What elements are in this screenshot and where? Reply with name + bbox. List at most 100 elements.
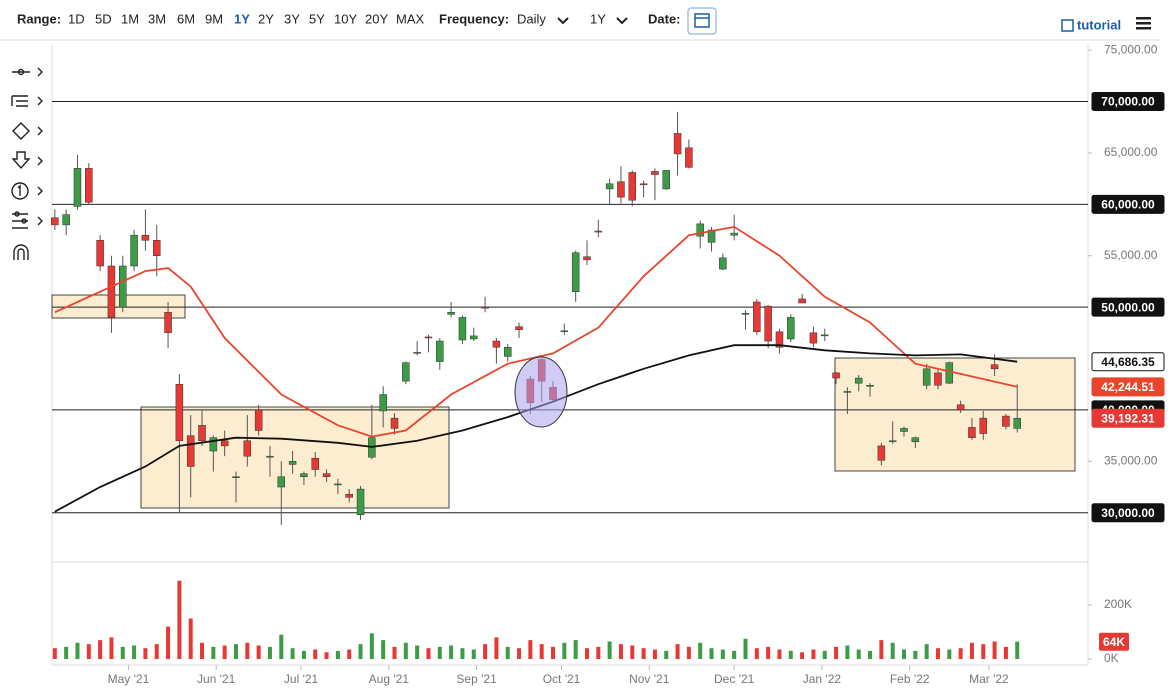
candle-body bbox=[1013, 417, 1021, 429]
candle-body bbox=[254, 409, 263, 431]
candle-body bbox=[560, 330, 569, 333]
candle-body bbox=[583, 256, 591, 261]
price-badge bbox=[1091, 92, 1165, 112]
volume-bar bbox=[788, 650, 793, 659]
volume-bar bbox=[494, 637, 499, 659]
tool-magnet[interactable] bbox=[13, 244, 29, 260]
chevron bbox=[616, 17, 628, 25]
tutorial-link[interactable]: tutorial bbox=[1061, 17, 1121, 32]
volume-bar bbox=[766, 646, 771, 659]
candle-body bbox=[243, 440, 252, 457]
volume-bar bbox=[935, 648, 940, 659]
candle-body bbox=[662, 170, 670, 190]
candle-body bbox=[832, 372, 840, 379]
period-select[interactable]: 1Y bbox=[590, 11, 606, 26]
volume-bar bbox=[573, 640, 578, 659]
range-button[interactable]: 1D bbox=[68, 11, 85, 26]
range-button[interactable]: 10Y bbox=[334, 11, 357, 26]
price-badge-label: 60,000.00 bbox=[1101, 198, 1155, 212]
range-button[interactable]: 3M bbox=[148, 11, 166, 26]
price-badge-label: 50,000.00 bbox=[1101, 300, 1155, 314]
candle-body bbox=[1002, 415, 1010, 427]
menu-icon bbox=[1136, 27, 1151, 30]
range-button[interactable]: 6M bbox=[177, 11, 195, 26]
volume-bar bbox=[675, 644, 680, 659]
x-tick-label: May '21 bbox=[108, 672, 150, 686]
candle-body bbox=[651, 171, 659, 175]
candle-body bbox=[775, 331, 784, 348]
volume-bar bbox=[132, 645, 137, 659]
candle-body bbox=[673, 133, 682, 155]
date-label: Date: bbox=[648, 11, 681, 26]
volume-bar bbox=[618, 644, 623, 659]
volume-bar bbox=[211, 646, 216, 659]
range-button[interactable]: 1Y bbox=[234, 11, 250, 26]
menu-button[interactable] bbox=[1136, 17, 1151, 30]
candle-body bbox=[764, 305, 772, 342]
candle-body bbox=[334, 483, 342, 486]
range-button[interactable]: 20Y bbox=[365, 11, 388, 26]
candle-body bbox=[492, 340, 501, 348]
frequency-select[interactable]: Daily bbox=[517, 11, 546, 26]
x-tick-label: Nov '21 bbox=[629, 672, 670, 686]
volume-bar bbox=[313, 649, 318, 659]
tool-fib[interactable] bbox=[11, 95, 43, 107]
volume-bar bbox=[958, 648, 963, 659]
toolbar: Range: 1D 5D 1M 3M 6M 9M 1Y 2Y 3Y 5Y 10Y… bbox=[0, 7, 1160, 41]
highlight-ellipse bbox=[514, 356, 568, 428]
candle-body bbox=[821, 334, 829, 337]
price-badge-label: 70,000.00 bbox=[1101, 95, 1155, 109]
candle-body bbox=[266, 455, 274, 458]
x-tick-label: Sep '21 bbox=[456, 672, 497, 686]
tool-arrow[interactable] bbox=[11, 151, 43, 170]
candle-body bbox=[741, 313, 750, 315]
tool-line[interactable] bbox=[12, 67, 43, 77]
candle-body bbox=[730, 232, 738, 236]
price-badge-label: 30,000.00 bbox=[1101, 506, 1155, 520]
volume-bar bbox=[256, 645, 261, 659]
volume-bar bbox=[335, 650, 340, 659]
candle-body bbox=[232, 476, 240, 478]
range-button[interactable]: 9M bbox=[205, 11, 223, 26]
volume-bar bbox=[879, 640, 884, 659]
y-tick-label: 35,000.00 bbox=[1104, 453, 1158, 467]
tool-indicator[interactable] bbox=[12, 211, 43, 229]
volume-bar bbox=[177, 580, 182, 659]
range-button[interactable]: 1M bbox=[121, 11, 139, 26]
volume-bar bbox=[947, 649, 952, 659]
range-button[interactable]: 2Y bbox=[258, 11, 274, 26]
volume-bar bbox=[267, 646, 272, 659]
candle-body bbox=[402, 362, 410, 382]
volume-bar bbox=[981, 644, 986, 659]
volume-bar bbox=[562, 642, 567, 659]
volume-bar bbox=[868, 650, 873, 659]
candle-body bbox=[277, 476, 286, 488]
range-button[interactable]: 3Y bbox=[284, 11, 300, 26]
volume-bar bbox=[834, 646, 839, 659]
range-button[interactable]: 5Y bbox=[309, 11, 325, 26]
volume-bar bbox=[607, 641, 612, 659]
volume-bar bbox=[992, 641, 997, 659]
tool-shape[interactable] bbox=[12, 122, 43, 140]
plot bbox=[51, 101, 1088, 659]
y-tick-label: 75,000.00 bbox=[1104, 42, 1158, 56]
range-button[interactable]: 5D bbox=[95, 11, 112, 26]
volume-bar bbox=[120, 646, 125, 659]
range-button[interactable]: MAX bbox=[396, 11, 425, 26]
volume-bar bbox=[845, 645, 850, 659]
volume-bar bbox=[381, 640, 386, 659]
candle-body bbox=[571, 252, 580, 292]
volume-bar bbox=[754, 648, 759, 659]
volume-bar bbox=[505, 646, 510, 659]
candle-body bbox=[119, 265, 127, 308]
volume-tick-label: 200K bbox=[1104, 597, 1132, 611]
calendar-button[interactable] bbox=[687, 7, 717, 35]
candle-body bbox=[877, 445, 886, 461]
candle-body bbox=[605, 183, 614, 190]
tool-text[interactable] bbox=[11, 182, 43, 200]
volume-bar bbox=[471, 649, 476, 659]
range-label: Range: bbox=[17, 11, 61, 26]
candle-body bbox=[300, 473, 308, 477]
candle-body bbox=[470, 335, 478, 340]
